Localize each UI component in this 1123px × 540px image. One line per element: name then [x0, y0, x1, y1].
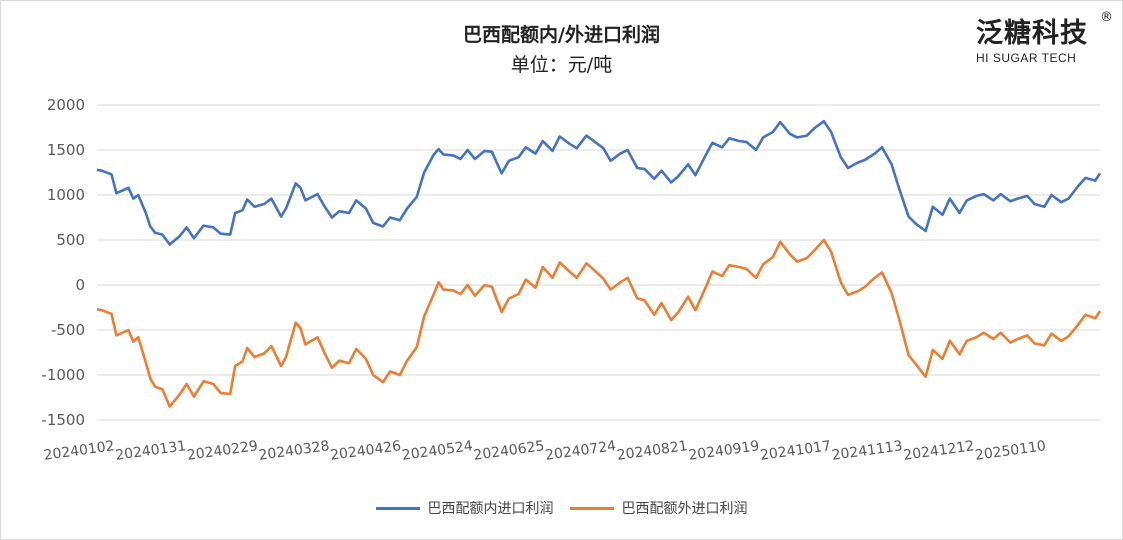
y-axis-ticks: -1500 -1000 -500 0 500 1000 1500 2000: [41, 96, 85, 429]
x-tick-label: 20240426: [329, 438, 402, 464]
x-tick-label: 20241017: [759, 438, 832, 464]
y-tick-label: -1500: [41, 411, 85, 429]
x-tick-label: 20240821: [616, 438, 689, 464]
x-tick-label: 20240328: [258, 438, 331, 464]
x-tick-label: 20240131: [114, 438, 187, 464]
series-line-foreign: [96, 238, 1102, 408]
y-tick-label: 1000: [47, 186, 85, 204]
legend-item-foreign: 巴西配额外进口利润: [569, 498, 748, 518]
x-tick-label: 20241212: [902, 438, 975, 464]
chart-legend: 巴西配额内进口利润 巴西配额外进口利润: [0, 498, 1123, 518]
y-tick-label: 500: [56, 231, 85, 249]
legend-label-domestic: 巴西配额内进口利润: [427, 501, 554, 517]
brand-logo: 泛糖科技 ® HI SUGAR TECH: [976, 10, 1113, 66]
series-line-domestic: [96, 119, 1102, 246]
x-axis-ticks: 2024010220240131202402292024032820240426…: [43, 438, 1047, 464]
legend-swatch-foreign: [569, 506, 614, 510]
x-tick-label: 20240919: [688, 438, 761, 464]
y-tick-label: 1500: [47, 141, 85, 159]
legend-swatch-domestic: [375, 506, 420, 510]
x-tick-label: 20240524: [401, 438, 474, 464]
x-tick-label: 20240724: [544, 438, 617, 464]
logo-chinese-text: 泛糖科技: [976, 18, 1088, 49]
x-tick-label: 20250110: [974, 438, 1047, 464]
chart-subtitle: 单位：元/吨: [510, 54, 613, 76]
x-tick-label: 20241113: [831, 438, 904, 464]
registered-mark: ®: [1100, 10, 1113, 25]
x-tick-label: 20240229: [186, 438, 259, 464]
y-tick-label: 2000: [47, 96, 85, 114]
y-tick-label: -1000: [41, 366, 85, 384]
legend-label-foreign: 巴西配额外进口利润: [621, 501, 748, 517]
y-tick-label: -500: [51, 321, 85, 339]
grid-layer: [97, 104, 1100, 421]
y-tick-label: 0: [75, 276, 85, 294]
x-tick-label: 20240102: [43, 438, 116, 464]
chart-title: 巴西配额内/外进口利润: [463, 24, 660, 46]
series-layer: [96, 119, 1102, 408]
x-tick-label: 20240625: [473, 438, 546, 464]
logo-english-text: HI SUGAR TECH: [976, 51, 1077, 65]
legend-item-domestic: 巴西配额内进口利润: [375, 498, 554, 518]
